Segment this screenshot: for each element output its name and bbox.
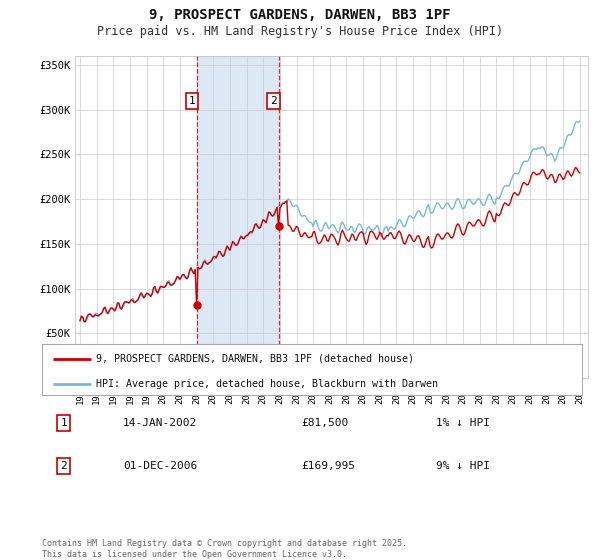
Text: 1: 1 [60, 418, 67, 428]
Bar [197, 56, 278, 378]
Text: 9, PROSPECT GARDENS, DARWEN, BB3 1PF: 9, PROSPECT GARDENS, DARWEN, BB3 1PF [149, 8, 451, 22]
Text: 9% ↓ HPI: 9% ↓ HPI [436, 461, 490, 471]
Text: 01-DEC-2006: 01-DEC-2006 [123, 461, 197, 471]
Text: 14-JAN-2002: 14-JAN-2002 [123, 418, 197, 428]
Text: HPI: Average price, detached house, Blackburn with Darwen: HPI: Average price, detached house, Blac… [96, 379, 438, 389]
Text: £169,995: £169,995 [301, 461, 355, 471]
Text: 1% ↓ HPI: 1% ↓ HPI [436, 418, 490, 428]
Text: 9, PROSPECT GARDENS, DARWEN, BB3 1PF (detached house): 9, PROSPECT GARDENS, DARWEN, BB3 1PF (de… [96, 353, 414, 363]
Text: £81,500: £81,500 [301, 418, 349, 428]
Text: 2: 2 [60, 461, 67, 471]
Text: 1: 1 [189, 96, 196, 106]
Text: Contains HM Land Registry data © Crown copyright and database right 2025.
This d: Contains HM Land Registry data © Crown c… [42, 539, 407, 559]
Text: Price paid vs. HM Land Registry's House Price Index (HPI): Price paid vs. HM Land Registry's House … [97, 25, 503, 38]
Text: 2: 2 [270, 96, 277, 106]
